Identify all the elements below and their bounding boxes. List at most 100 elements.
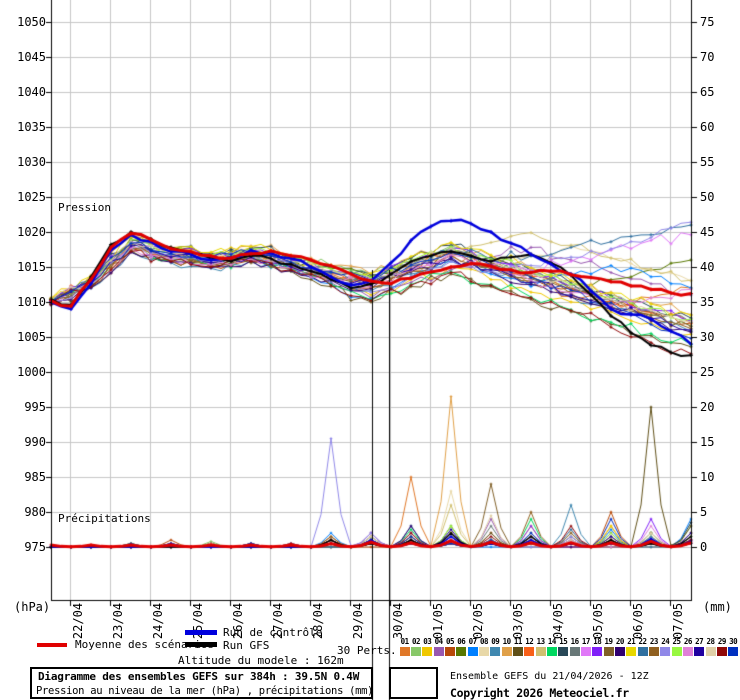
pert-key-cell: 26 (682, 637, 693, 656)
control-legend-label: Run de contrôle (223, 626, 323, 639)
precip-tick-label: 10 (700, 470, 715, 484)
pert-color-swatch (637, 647, 648, 656)
precip-tick-label: 45 (700, 225, 715, 239)
pert-number: 26 (683, 637, 693, 646)
pert-color-swatch (716, 647, 727, 656)
pert-color-swatch (558, 647, 569, 656)
pressure-tick-label: 1045 (17, 50, 46, 64)
pert-number: 15 (559, 637, 568, 646)
precip-tick-label: 75 (700, 15, 715, 29)
pressure-tick-label: 1050 (17, 15, 46, 29)
pert-color-swatch (580, 647, 591, 656)
pert-key-cell: 17 (580, 637, 591, 656)
pressure-tick-label: 975 (24, 540, 46, 554)
pert-key-cell: 07 (467, 637, 478, 656)
pert-key-cell: 27 (694, 637, 705, 656)
pert-number: 06 (457, 637, 466, 646)
pert-key-cell: 06 (456, 637, 467, 656)
pert-key-cell: 13 (535, 637, 546, 656)
footer-title-box (30, 667, 373, 699)
precip-tick-label: 35 (700, 295, 715, 309)
pert-number: 12 (525, 637, 534, 646)
pert-color-swatch (478, 647, 489, 656)
pert-color-swatch (512, 647, 523, 656)
pert-color-swatch (535, 647, 546, 656)
copyright-label: Copyright 2026 Meteociel.fr (450, 686, 629, 700)
pressure-tick-label: 980 (24, 505, 46, 519)
pert-color-swatch (682, 647, 693, 656)
precip-tick-label: 30 (700, 330, 715, 344)
pert-color-swatch (467, 647, 478, 656)
pert-key-cell: 09 (490, 637, 501, 656)
pert-number: 24 (661, 637, 670, 646)
pert-number: 27 (695, 637, 704, 646)
pert-color-swatch (456, 647, 467, 656)
pressure-tick-label: 1020 (17, 225, 46, 239)
pert-number: 20 (615, 637, 625, 646)
pert-number: 17 (581, 637, 591, 646)
pert-number: 21 (627, 637, 636, 646)
pert-number: 10 (502, 637, 512, 646)
pert-number: 16 (570, 637, 580, 646)
pert-color-swatch (592, 647, 603, 656)
pert-number: 25 (672, 637, 682, 646)
pert-key-cell: 11 (512, 637, 523, 656)
precip-tick-label: 50 (700, 190, 715, 204)
pert-key-cell: 22 (637, 637, 648, 656)
pert-number: 29 (717, 637, 727, 646)
pert-key-cell: 25 (671, 637, 682, 656)
pert-key-cell: 10 (501, 637, 512, 656)
pert-color-swatch (671, 647, 682, 656)
pressure-tick-label: 985 (24, 470, 46, 484)
pert-number: 03 (423, 637, 432, 646)
pert-color-swatch (705, 647, 716, 656)
pert-key-cell: 05 (444, 637, 455, 656)
date-label: 24/04 (151, 602, 165, 640)
mean-legend-label: Moyenne des scénarios (75, 638, 215, 651)
mm-unit-label: (mm) (703, 600, 732, 614)
model-altitude-label: Altitude du modele : 162m (178, 654, 344, 667)
pert-number: 30 (729, 637, 738, 646)
pert-number: 13 (536, 637, 546, 646)
precip-tick-label: 55 (700, 155, 715, 169)
pert-color-swatch (660, 647, 671, 656)
pert-key-cell: 02 (410, 637, 421, 656)
pert-color-swatch (648, 647, 659, 656)
pert-color-swatch (422, 647, 433, 656)
pert-number: 04 (434, 637, 444, 646)
pert-key-cell: 03 (422, 637, 433, 656)
pert-key-cell: 23 (648, 637, 659, 656)
precip-tick-label: 5 (700, 505, 708, 519)
pert-number: 18 (593, 637, 602, 646)
pert-key-cell: 29 (716, 637, 727, 656)
pressure-tick-label: 1010 (17, 295, 46, 309)
pressure-tick-label: 1030 (17, 155, 46, 169)
pert-color-swatch (614, 647, 625, 656)
control-line-swatch (185, 630, 217, 635)
mean-line-swatch (37, 643, 67, 647)
pert-key-cell: 19 (603, 637, 614, 656)
pert-number: 05 (445, 637, 455, 646)
pert-key-cell: 21 (626, 637, 637, 656)
date-label: 30/04 (391, 602, 405, 640)
pert-key-cell: 30 (728, 637, 739, 656)
pert-key-cell: 15 (558, 637, 569, 656)
pert-color-swatch (501, 647, 512, 656)
pert-key-cell: 16 (569, 637, 580, 656)
diagram-subtitle: Pression au niveau de la mer (hPa) , pré… (36, 685, 374, 697)
pert-number: 11 (513, 637, 523, 646)
pert-number: 02 (411, 637, 421, 646)
pert-number: 28 (706, 637, 716, 646)
run-info-label: Ensemble GEFS du 21/04/2026 - 12Z (450, 671, 649, 682)
pert-color-swatch (433, 647, 444, 656)
date-label: 23/04 (111, 602, 125, 640)
pert-color-swatch (569, 647, 580, 656)
pressure-tick-label: 1015 (17, 260, 46, 274)
hpa-unit-label: (hPa) (14, 600, 51, 614)
date-label: 05/05 (591, 602, 605, 640)
pert-key-cell: 04 (433, 637, 444, 656)
precip-tick-label: 65 (700, 85, 715, 99)
date-label: 06/05 (631, 602, 645, 640)
